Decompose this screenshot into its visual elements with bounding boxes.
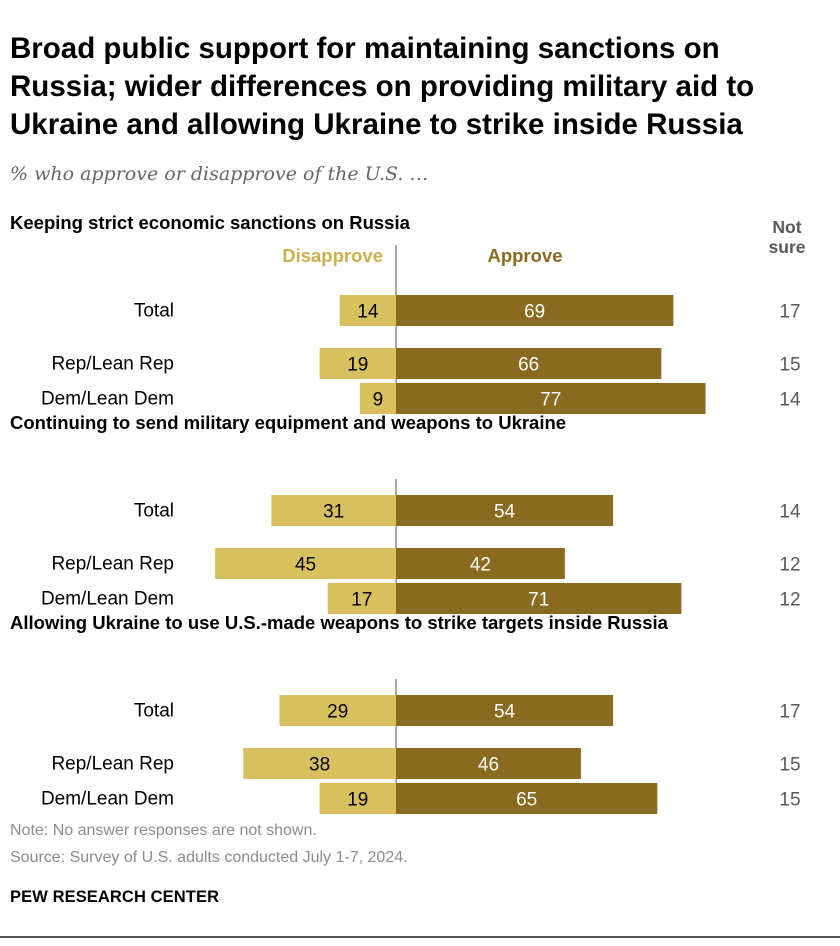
disapprove-bar-1-rep-lean-rep: [319, 348, 396, 379]
not-sure-value-1-total: 17: [779, 302, 800, 323]
chart-note: Note: No answer responses are not shown.: [10, 822, 317, 839]
approve-bar-2-total: [396, 495, 614, 526]
not-sure-value-2-dem-lean-dem: 12: [779, 590, 800, 611]
approve-bar-3-rep-lean-rep: [396, 748, 581, 779]
approve-bar-1-total: [396, 295, 674, 326]
not-sure-header-line1: Not: [772, 217, 801, 237]
chart-title: Broad public support for maintaining san…: [10, 32, 755, 141]
disapprove-bar-3-dem-lean-dem: [319, 783, 396, 814]
disapprove-bar-2-rep-lean-rep: [215, 548, 396, 579]
row-label-1-rep-lean-rep: Rep/Lean Rep: [51, 354, 174, 375]
row-label-2-dem-lean-dem: Dem/Lean Dem: [41, 589, 174, 610]
disapprove-value-1-dem-lean-dem: 9: [373, 390, 384, 411]
approve-value-3-dem-lean-dem: 65: [516, 790, 537, 811]
disapprove-bar-1-total: [339, 295, 396, 326]
disapprove-bar-1-dem-lean-dem: [359, 383, 396, 414]
panel-title-1: Keeping strict economic sanctions on Rus…: [10, 212, 411, 233]
approve-value-3-total: 54: [494, 702, 516, 723]
not-sure-value-3-total: 17: [779, 702, 800, 723]
approve-header: Approve: [487, 245, 562, 266]
row-label-2-total: Total: [134, 501, 174, 522]
disapprove-value-3-rep-lean-rep: 38: [309, 755, 330, 776]
row-label-3-dem-lean-dem: Dem/Lean Dem: [41, 789, 174, 810]
disapprove-value-1-total: 14: [357, 302, 379, 323]
approve-bar-2-rep-lean-rep: [396, 548, 565, 579]
approve-value-2-dem-lean-dem: 71: [528, 590, 549, 611]
diverging-bar-chart: Keeping strict economic sanctions on Rus…: [10, 212, 806, 814]
row-label-3-total: Total: [134, 701, 174, 722]
panel-title-2: Continuing to send military equipment an…: [10, 412, 566, 433]
disapprove-bar-3-total: [279, 695, 396, 726]
not-sure-header-line2: sure: [769, 237, 806, 257]
chart-subtitle: % who approve or disapprove of the U.S. …: [10, 163, 429, 185]
disapprove-bar-2-total: [271, 495, 396, 526]
disapprove-bar-2-dem-lean-dem: [327, 583, 396, 614]
approve-value-2-rep-lean-rep: 42: [470, 555, 491, 576]
not-sure-value-1-dem-lean-dem: 14: [779, 390, 801, 411]
panel-title-3: Allowing Ukraine to use U.S.-made weapon…: [10, 612, 669, 633]
approve-bar-2-dem-lean-dem: [396, 583, 682, 614]
bottom-rule: [0, 936, 840, 938]
row-label-1-total: Total: [134, 301, 174, 322]
approve-value-3-rep-lean-rep: 46: [478, 755, 499, 776]
disapprove-value-2-total: 31: [323, 502, 344, 523]
disapprove-bar-3-rep-lean-rep: [243, 748, 396, 779]
approve-value-1-rep-lean-rep: 66: [518, 355, 539, 376]
approve-bar-3-dem-lean-dem: [396, 783, 658, 814]
disapprove-header: Disapprove: [282, 245, 383, 266]
approve-value-2-total: 54: [494, 502, 516, 523]
disapprove-value-3-total: 29: [327, 702, 348, 723]
approve-bar-1-rep-lean-rep: [396, 348, 662, 379]
row-label-3-rep-lean-rep: Rep/Lean Rep: [51, 754, 174, 775]
disapprove-value-2-dem-lean-dem: 17: [351, 590, 372, 611]
disapprove-value-3-dem-lean-dem: 19: [347, 790, 368, 811]
not-sure-value-2-rep-lean-rep: 12: [779, 555, 800, 576]
approve-value-1-dem-lean-dem: 77: [540, 390, 561, 411]
approve-bar-1-dem-lean-dem: [396, 383, 706, 414]
not-sure-value-1-rep-lean-rep: 15: [779, 355, 800, 376]
approve-bar-3-total: [396, 695, 614, 726]
not-sure-value-3-dem-lean-dem: 15: [779, 790, 800, 811]
pew-logo: PEW RESEARCH CENTER: [10, 888, 220, 906]
approve-value-1-total: 69: [524, 302, 545, 323]
not-sure-value-3-rep-lean-rep: 15: [779, 755, 800, 776]
disapprove-value-1-rep-lean-rep: 19: [347, 355, 368, 376]
not-sure-value-2-total: 14: [779, 502, 801, 523]
row-label-1-dem-lean-dem: Dem/Lean Dem: [41, 389, 174, 410]
chart-source: Source: Survey of U.S. adults conducted …: [10, 849, 408, 866]
disapprove-value-2-rep-lean-rep: 45: [295, 555, 316, 576]
row-label-2-rep-lean-rep: Rep/Lean Rep: [51, 554, 174, 575]
